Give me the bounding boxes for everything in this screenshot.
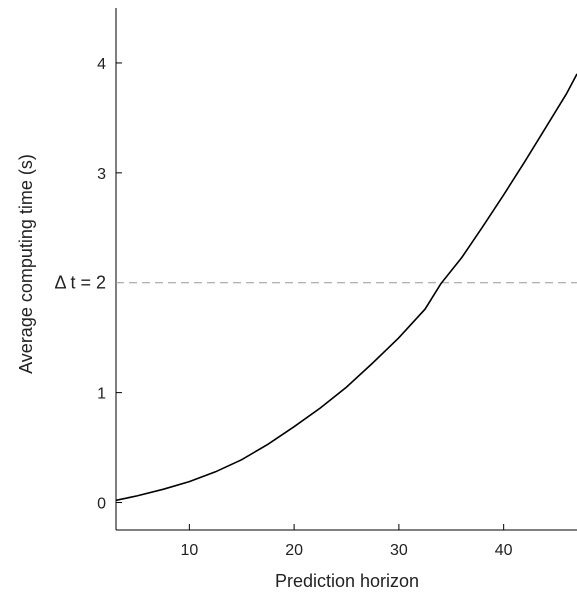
- y-tick-label: 3: [97, 166, 106, 183]
- x-axis-label: Prediction horizon: [275, 571, 419, 591]
- x-tick-label: 40: [495, 542, 513, 559]
- x-tick-label: 10: [180, 542, 198, 559]
- threshold-label: Δ t = 2: [54, 273, 106, 293]
- y-tick-label: 1: [97, 386, 106, 403]
- y-axis-label: Average computing time (s): [16, 154, 36, 374]
- y-tick-label: 0: [97, 496, 106, 513]
- x-ticks: 10 20 30 40: [180, 524, 513, 559]
- y-ticks: 0 1 3 4: [97, 56, 122, 513]
- series-line: [115, 73, 577, 502]
- y-tick-label: 4: [97, 56, 106, 73]
- x-tick-label: 20: [285, 542, 303, 559]
- x-tick-label: 30: [390, 542, 408, 559]
